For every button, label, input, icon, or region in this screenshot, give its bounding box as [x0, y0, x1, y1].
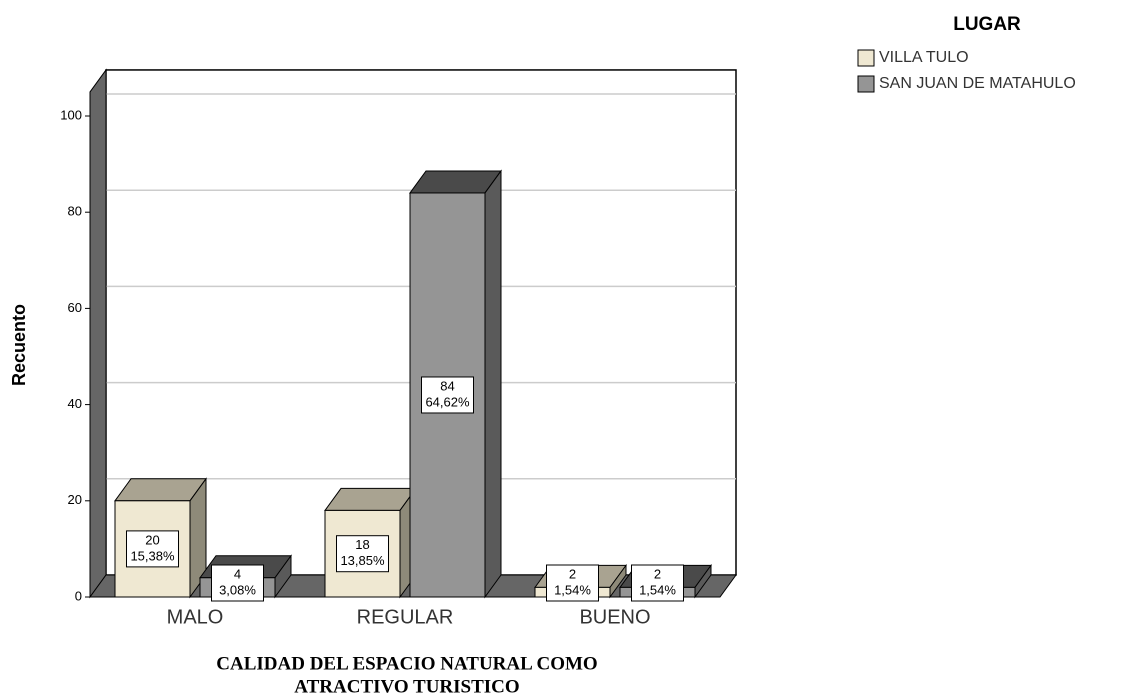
y-tick-label: 20 [68, 492, 82, 507]
data-label: 15,38% [130, 548, 175, 563]
data-label: 2 [654, 566, 661, 581]
data-label-box [336, 535, 389, 573]
data-label-box [421, 376, 474, 414]
data-label-box [631, 564, 684, 602]
data-label: 3,08% [219, 582, 256, 597]
x-axis-label: ATRACTIVO TURISTICO [294, 676, 519, 697]
y-tick-label: 60 [68, 300, 82, 315]
legend-title: LUGAR [953, 14, 1021, 35]
x-tick-label: MALO [167, 606, 224, 628]
y-tick-label: 40 [68, 396, 82, 411]
data-label: 1,54% [554, 582, 591, 597]
data-label: 18 [355, 537, 369, 552]
y-axis-label: Recuento [9, 304, 29, 386]
bar-side [484, 169, 502, 599]
x-tick-label: BUENO [579, 606, 650, 628]
x-axis-label: CALIDAD DEL ESPACIO NATURAL COMO [216, 653, 597, 674]
left-wall [89, 68, 107, 599]
data-label-box [211, 564, 264, 602]
y-tick-label: 80 [68, 204, 82, 219]
data-label: 4 [234, 566, 241, 581]
x-tick-label: REGULAR [357, 606, 454, 628]
data-label: 2 [569, 566, 576, 581]
data-label: 13,85% [340, 553, 385, 568]
legend-swatch [857, 75, 875, 93]
data-label: 64,62% [425, 394, 470, 409]
legend-label: VILLA TULO [879, 49, 969, 66]
y-tick-label: 0 [75, 588, 82, 603]
y-tick-label: 100 [60, 107, 82, 122]
data-label: 20 [145, 532, 159, 547]
data-label: 84 [440, 378, 454, 393]
data-label: 1,54% [639, 582, 676, 597]
data-label-box [546, 564, 599, 602]
legend-swatch [857, 49, 875, 67]
legend-label: SAN JUAN DE MATAHULO [879, 75, 1076, 92]
data-label-box [126, 530, 179, 568]
